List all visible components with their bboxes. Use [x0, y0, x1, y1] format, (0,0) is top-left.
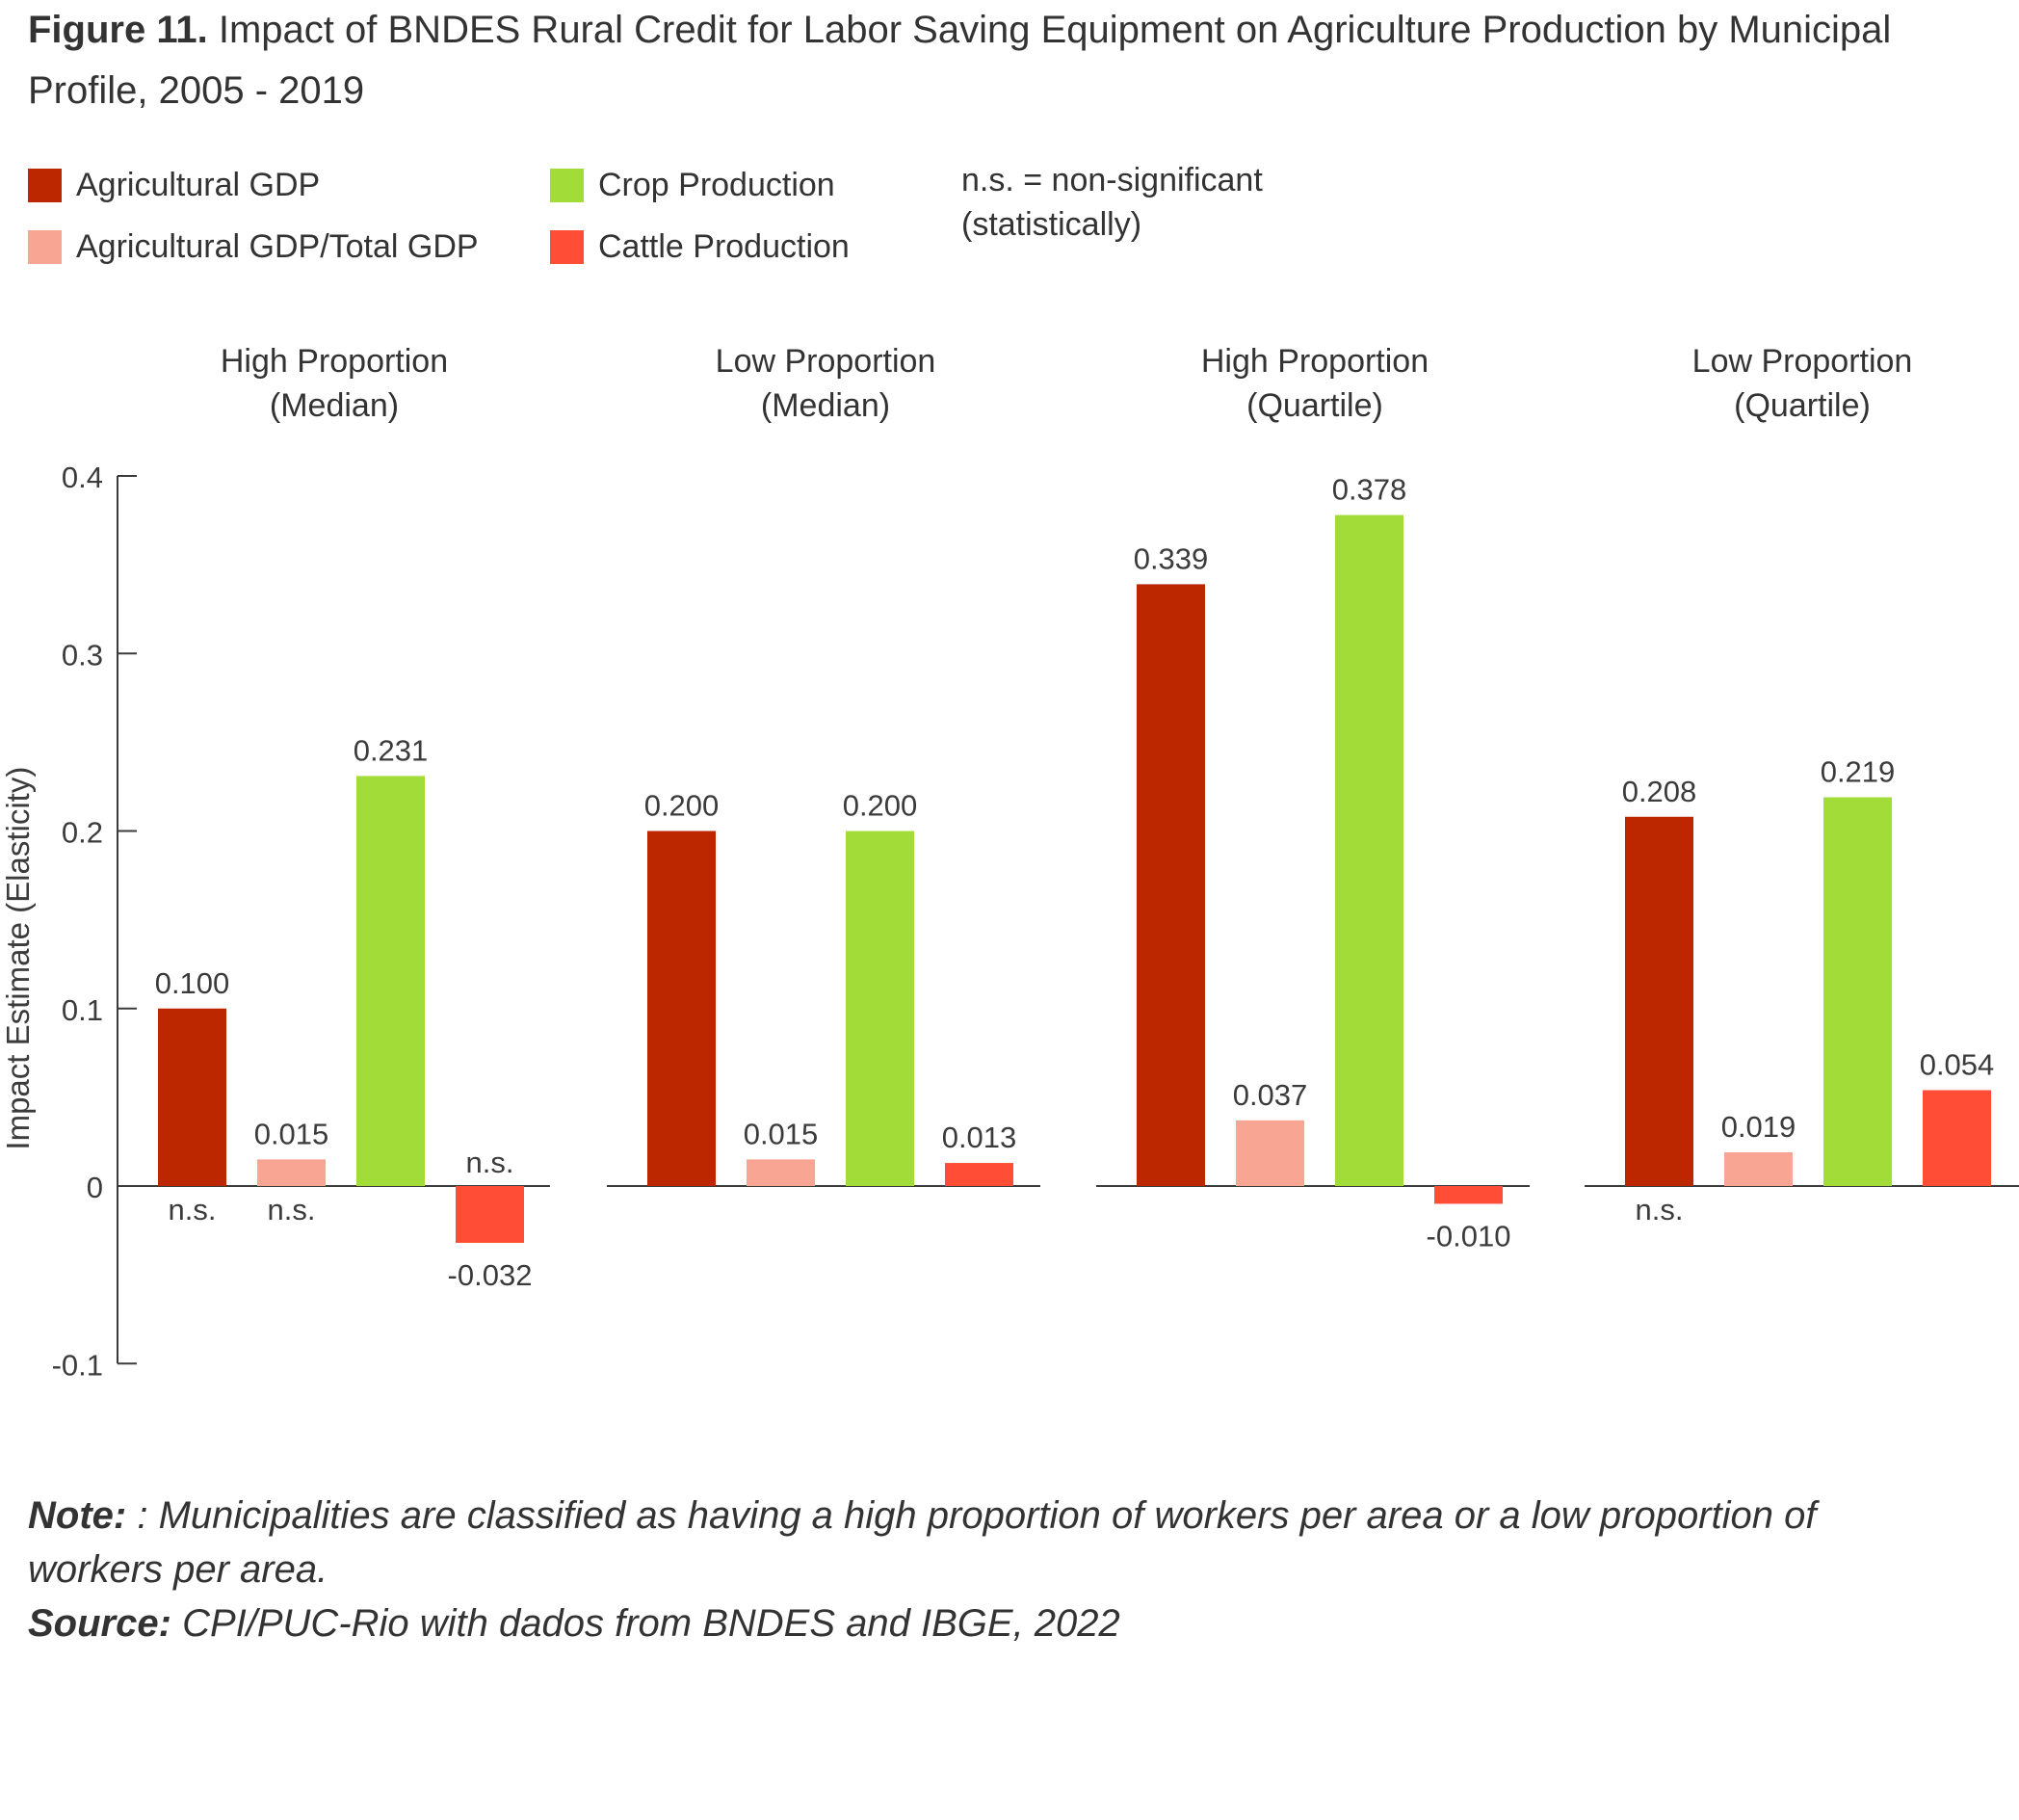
legend-label: Cattle Production — [598, 228, 850, 265]
panel-title-high-median: High Proportion (Median) — [132, 339, 537, 428]
legend-label: Agricultural GDP — [76, 167, 321, 203]
panel-title-line1: Low Proportion — [1691, 343, 1913, 380]
source-label: Source: — [28, 1602, 171, 1645]
ns-label: n.s. — [1636, 1193, 1684, 1227]
panel-title-low-median: Low Proportion (Median) — [623, 339, 1028, 428]
bar — [846, 831, 914, 1186]
ns-label: n.s. — [268, 1193, 316, 1227]
y-axis-title: Impact Estimate (Elasticity) — [0, 767, 36, 1150]
panel-title-high-quartile: High Proportion (Quartile) — [1113, 339, 1517, 428]
bar — [1335, 514, 1403, 1186]
ns-note-line2: (statistically) — [961, 206, 1142, 243]
data-label: -0.010 — [1427, 1219, 1511, 1253]
panel-title-low-quartile: Low Proportion (Quartile) — [1600, 339, 2005, 428]
legend-label: Crop Production — [598, 167, 835, 203]
panel-title-line2: (Median) — [760, 387, 891, 424]
figure-number: Figure 11. — [28, 9, 208, 51]
chart-notes: Note: : Municipalities are classified as… — [28, 1489, 1945, 1650]
y-tick-label: 0.1 — [62, 993, 103, 1027]
bar-chart: 0.4 0.3 0.2 0.1 0 -0.1 Impact Estimate (Elasti… — [0, 461, 2019, 1382]
data-label: 0.015 — [254, 1117, 329, 1150]
legend-item-agricultural-gdp: Agricultural GDP — [28, 167, 320, 204]
data-label: -0.032 — [448, 1258, 533, 1292]
panel-title-line2: (Quartile) — [1734, 387, 1871, 424]
data-label: 0.378 — [1332, 473, 1407, 507]
data-label: 0.013 — [942, 1121, 1017, 1154]
legend-swatch — [28, 230, 62, 264]
bar — [1724, 1151, 1793, 1186]
data-label: 0.054 — [1920, 1048, 1995, 1082]
legend-swatch — [550, 230, 584, 264]
bar — [1823, 797, 1892, 1186]
note-label: Note: — [28, 1494, 127, 1537]
data-label: 0.231 — [354, 733, 429, 767]
legend-item-crop-production: Crop Production — [550, 167, 835, 204]
panel-title-line2: (Median) — [269, 387, 400, 424]
data-label: 0.339 — [1134, 541, 1209, 575]
data-label: 0.200 — [843, 789, 918, 823]
legend-item-cattle-production: Cattle Production — [550, 228, 850, 266]
ns-label: n.s. — [466, 1146, 514, 1179]
bar — [456, 1186, 524, 1243]
bar — [1236, 1120, 1304, 1186]
bar — [1434, 1186, 1503, 1204]
y-tick-label: 0.2 — [62, 816, 103, 850]
source-text: CPI/PUC-Rio with dados from BNDES and IB… — [182, 1602, 1120, 1645]
ns-label: n.s. — [169, 1193, 217, 1227]
bar — [1137, 584, 1205, 1186]
bar — [257, 1159, 326, 1186]
figure-title-text: Impact of BNDES Rural Credit for Labor S… — [28, 9, 1892, 112]
data-label: 0.208 — [1622, 775, 1697, 808]
panel-title-line1: Low Proportion — [715, 343, 936, 380]
chart-title: Figure 11. Impact of BNDES Rural Credit … — [28, 0, 2003, 121]
bar — [1625, 816, 1693, 1186]
bar — [158, 1008, 226, 1186]
data-label: 0.100 — [155, 966, 230, 1000]
data-label: 0.037 — [1233, 1078, 1308, 1112]
data-label: 0.015 — [744, 1117, 819, 1150]
panel-title-line1: High Proportion — [220, 343, 449, 380]
ns-note-line1: n.s. = non-significant — [961, 162, 1263, 198]
legend-swatch — [550, 169, 584, 202]
y-tick-label: 0.3 — [62, 638, 103, 672]
panel-title-line2: (Quartile) — [1246, 387, 1383, 424]
bar — [945, 1163, 1013, 1186]
y-tick-label: 0 — [87, 1171, 103, 1204]
data-label: 0.219 — [1821, 754, 1896, 788]
y-tick-label: -0.1 — [52, 1348, 103, 1382]
bar — [1923, 1090, 1991, 1186]
bar — [647, 831, 716, 1186]
bar — [356, 776, 425, 1186]
data-label: 0.200 — [644, 789, 720, 823]
source-line: Source: CPI/PUC-Rio with dados from BNDE… — [28, 1596, 1945, 1650]
legend-item-ag-gdp-total-gdp: Agricultural GDP/Total GDP — [28, 228, 479, 266]
note-text: : Municipalities are classified as havin… — [28, 1494, 1817, 1591]
y-tick-label: 0.4 — [62, 461, 103, 494]
panel-title-line1: High Proportion — [1200, 343, 1429, 380]
legend-label: Agricultural GDP/Total GDP — [76, 228, 479, 265]
note-line: Note: : Municipalities are classified as… — [28, 1489, 1945, 1596]
bar — [747, 1159, 815, 1186]
legend-swatch — [28, 169, 62, 202]
ns-note: n.s. = non-significant (statistically) — [961, 158, 1263, 247]
data-label: 0.019 — [1721, 1110, 1796, 1144]
